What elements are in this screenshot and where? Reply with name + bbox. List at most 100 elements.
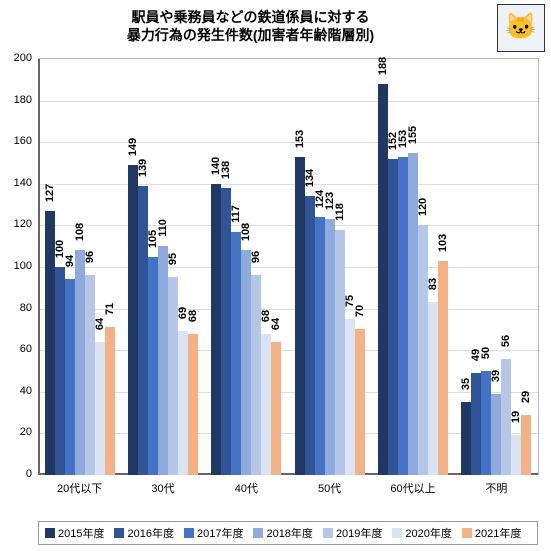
value-label: 95 <box>167 253 179 265</box>
value-label: 96 <box>84 251 96 263</box>
value-label: 71 <box>104 303 116 315</box>
value-label: 56 <box>500 334 512 346</box>
legend-label: 2015年度 <box>58 525 104 541</box>
legend: 2015年度 2016年度 2017年度 2018年度 2019年度 2020年度 2021… <box>38 521 538 545</box>
bar <box>95 342 105 475</box>
value-label: 120 <box>417 198 429 216</box>
legend-item: 2017年度 <box>184 525 243 541</box>
value-label: 188 <box>377 57 389 75</box>
grid-line <box>38 225 538 226</box>
grid-line <box>38 184 538 185</box>
bar <box>325 219 335 475</box>
x-tick-label: 50代 <box>318 480 341 496</box>
bar <box>241 250 251 475</box>
legend-swatch <box>45 528 55 538</box>
y-tick-label: 100 <box>0 260 32 272</box>
legend-swatch <box>392 528 402 538</box>
bar <box>461 402 471 475</box>
bar <box>305 196 315 475</box>
title-line-2: 暴力行為の発生件数(加害者年齢階層別) <box>0 26 501 44</box>
y-tick-label: 160 <box>0 135 32 147</box>
value-label: 108 <box>74 223 86 241</box>
value-label: 118 <box>334 203 346 221</box>
legend-label: 2020年度 <box>405 525 451 541</box>
bar <box>251 275 261 475</box>
bar <box>178 331 188 475</box>
bar <box>55 267 65 475</box>
y-tick-label: 120 <box>0 218 32 230</box>
bar <box>188 334 198 475</box>
bar <box>65 279 75 475</box>
bar <box>271 342 281 475</box>
y-tick-label: 80 <box>0 302 32 314</box>
bar <box>438 261 448 475</box>
y-axis <box>38 59 40 475</box>
bar <box>315 217 325 475</box>
value-label: 155 <box>407 125 419 143</box>
chart-title: 駅員や乗務員などの鉄道係員に対する 暴力行為の発生件数(加害者年齢階層別) <box>0 8 501 44</box>
bar <box>105 327 115 475</box>
legend-label: 2019年度 <box>336 525 382 541</box>
bar <box>428 302 438 475</box>
chart-container: 🐱 駅員や乗務員などの鉄道係員に対する 暴力行為の発生件数(加害者年齢階層別) … <box>0 0 551 551</box>
value-label: 103 <box>437 234 449 252</box>
legend-label: 2018年度 <box>266 525 312 541</box>
legend-item: 2016年度 <box>114 525 173 541</box>
x-tick-label: 不明 <box>485 480 507 496</box>
y-tick-label: 20 <box>0 426 32 438</box>
bar <box>511 435 521 475</box>
bar <box>335 230 345 475</box>
bar <box>75 250 85 475</box>
x-tick-label: 20代以下 <box>57 480 102 496</box>
bar <box>261 334 271 475</box>
bar <box>148 257 158 475</box>
legend-label: 2016年度 <box>127 525 173 541</box>
bar <box>231 232 241 475</box>
bar <box>158 246 168 475</box>
value-label: 68 <box>187 309 199 321</box>
plot-area: 1271009410896647114913910511095696814013… <box>38 58 539 475</box>
legend-item: 2015年度 <box>45 525 104 541</box>
title-line-1: 駅員や乗務員などの鉄道係員に対する <box>0 8 501 26</box>
bar <box>211 184 221 475</box>
value-label: 153 <box>294 130 306 148</box>
value-label: 117 <box>230 205 242 223</box>
legend-item: 2019年度 <box>323 525 382 541</box>
value-label: 70 <box>354 305 366 317</box>
y-tick-label: 60 <box>0 343 32 355</box>
value-label: 110 <box>157 219 169 237</box>
bar <box>521 415 531 475</box>
bar <box>345 319 355 475</box>
y-tick-label: 40 <box>0 385 32 397</box>
legend-item: 2020年度 <box>392 525 451 541</box>
value-label: 64 <box>270 318 282 330</box>
bar <box>398 157 408 475</box>
legend-item: 2021年度 <box>462 525 521 541</box>
bar <box>85 275 95 475</box>
bar <box>471 373 481 475</box>
value-label: 149 <box>127 138 139 156</box>
legend-item: 2018年度 <box>253 525 312 541</box>
y-tick-label: 140 <box>0 177 32 189</box>
bar <box>355 329 365 475</box>
value-label: 108 <box>240 223 252 241</box>
bar <box>295 157 305 475</box>
x-tick-label: 40代 <box>235 480 258 496</box>
legend-swatch <box>184 528 194 538</box>
grid-line <box>38 142 538 143</box>
y-tick-label: 200 <box>0 52 32 64</box>
value-label: 138 <box>220 161 232 179</box>
value-label: 127 <box>44 184 56 202</box>
y-tick-label: 0 <box>0 468 32 480</box>
value-label: 50 <box>480 347 492 359</box>
legend-label: 2017年度 <box>197 525 243 541</box>
corner-logo: 🐱 <box>497 4 545 52</box>
y-tick-label: 180 <box>0 94 32 106</box>
grid-line <box>38 267 538 268</box>
legend-swatch <box>114 528 124 538</box>
bar <box>491 394 501 475</box>
value-label: 139 <box>137 159 149 177</box>
value-label: 29 <box>520 391 532 403</box>
grid-line <box>38 101 538 102</box>
bar <box>221 188 231 475</box>
